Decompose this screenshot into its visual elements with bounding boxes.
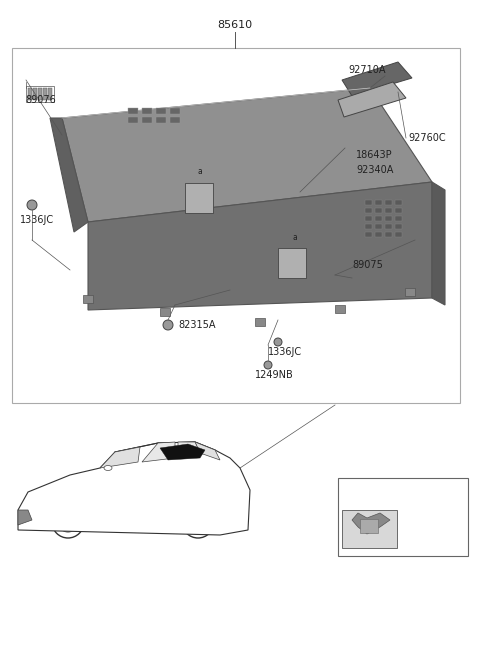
Bar [385,200,392,205]
Bar [26,86,54,102]
Bar [365,216,372,221]
Bar [142,117,152,123]
Polygon shape [50,118,88,232]
Polygon shape [195,442,220,460]
Circle shape [193,165,207,179]
Bar [342,510,397,548]
Bar [395,216,402,221]
Bar [395,224,402,229]
Bar [278,248,306,278]
Circle shape [52,506,84,538]
Bar [365,200,372,205]
Circle shape [188,512,208,532]
Bar [365,232,372,237]
Bar [375,208,382,213]
Polygon shape [338,82,406,117]
Text: 1336JC: 1336JC [268,347,302,357]
Circle shape [27,200,37,210]
Bar [142,108,152,114]
Circle shape [58,512,78,532]
Bar [375,200,382,205]
Circle shape [264,361,272,369]
Text: 18643P: 18643P [356,150,393,160]
Text: 89075: 89075 [352,260,383,270]
Bar [170,117,180,123]
Polygon shape [160,444,205,460]
Bar [185,183,213,213]
Bar [375,224,382,229]
Text: 1249NB: 1249NB [255,370,294,380]
Text: 92760C: 92760C [408,133,445,143]
Bar [48,88,52,100]
Bar [83,295,93,303]
Text: 92710A: 92710A [348,65,385,75]
Bar [385,232,392,237]
Bar [385,208,392,213]
Circle shape [63,517,73,527]
Bar [156,117,166,123]
Polygon shape [142,442,175,462]
Polygon shape [18,510,32,525]
Circle shape [344,151,352,159]
Bar [128,117,138,123]
Bar [372,272,377,284]
Bar [255,318,265,326]
Bar [128,108,138,114]
Bar [375,232,382,237]
Bar [156,108,166,114]
Text: 85610: 85610 [217,20,252,30]
Polygon shape [432,182,445,305]
Polygon shape [88,182,432,310]
Bar [352,270,385,286]
Polygon shape [352,513,390,534]
Bar [365,208,372,213]
Bar [360,272,365,284]
Bar [405,288,415,296]
Circle shape [163,320,173,330]
Bar [354,272,359,284]
Text: 82315A: 82315A [178,320,216,330]
Bar [12,48,460,403]
Bar [366,272,371,284]
Text: a: a [293,234,298,243]
Bar [395,232,402,237]
Bar [395,208,402,213]
Bar [170,108,180,114]
Text: a: a [198,167,203,176]
Polygon shape [18,442,250,535]
Text: a: a [352,485,358,495]
Circle shape [344,166,352,174]
Bar [385,216,392,221]
Bar [160,308,170,316]
Bar [338,478,468,556]
Ellipse shape [104,466,112,470]
Bar [335,305,345,313]
Bar [375,216,382,221]
Bar [43,88,47,100]
Bar [38,88,42,100]
Text: 92340A: 92340A [356,165,394,175]
Polygon shape [342,62,412,96]
Bar [360,519,378,533]
Bar [385,224,392,229]
Polygon shape [178,442,200,458]
Text: 1336JC: 1336JC [20,215,54,225]
Bar [395,200,402,205]
Bar [33,88,37,100]
Text: 89076: 89076 [25,95,56,105]
Bar [28,88,32,100]
Circle shape [288,231,302,245]
Circle shape [182,506,214,538]
Circle shape [348,483,362,497]
Circle shape [274,338,282,346]
Polygon shape [100,447,140,468]
Bar [365,224,372,229]
Text: 89855B: 89855B [368,485,408,495]
Polygon shape [62,88,432,222]
Circle shape [193,517,203,527]
Bar [378,272,383,284]
